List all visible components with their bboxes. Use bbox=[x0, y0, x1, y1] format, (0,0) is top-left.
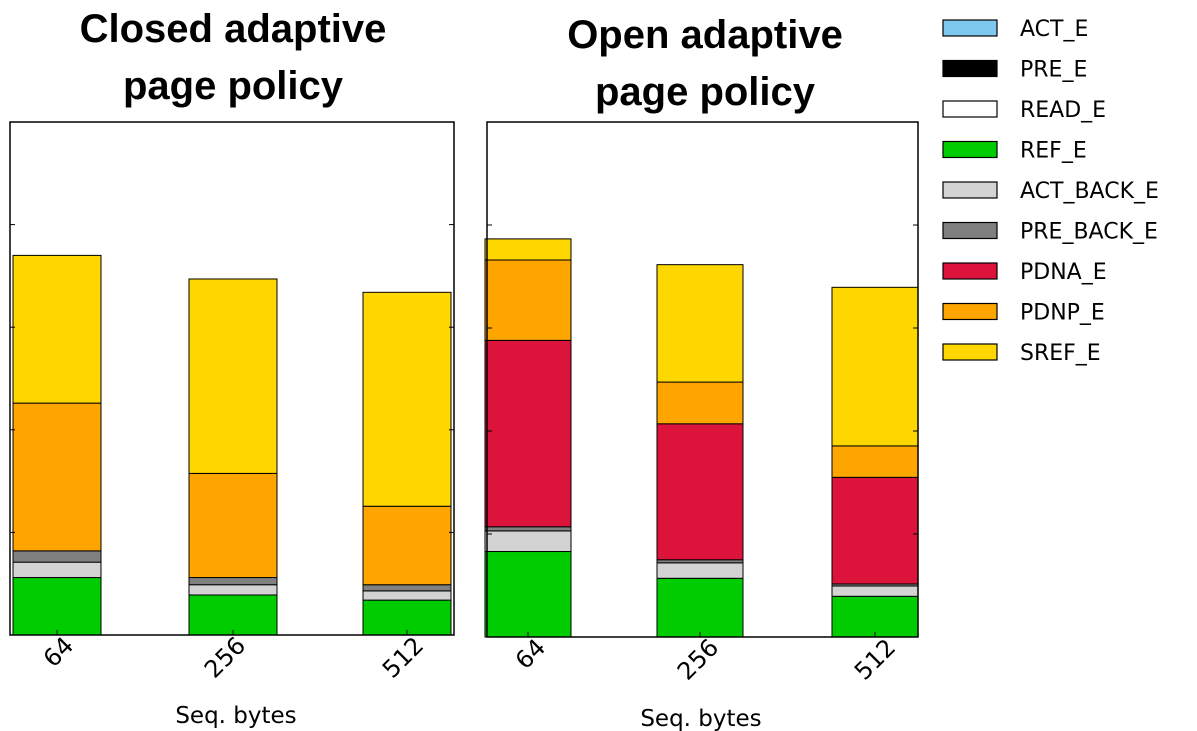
legend-swatch-pdna-e bbox=[942, 262, 998, 280]
legend-label-read-e: READ_E bbox=[1020, 98, 1106, 123]
legend-label-pre-back-e: PRE_BACK_E bbox=[1020, 220, 1158, 245]
right-chart-bar-64-ref-e bbox=[484, 551, 572, 638]
legend-entry-act-e: ACT_E bbox=[942, 17, 1088, 42]
right-chart-title-line-2: page policy bbox=[595, 70, 816, 114]
right-chart-x-tick-label-256: 256 bbox=[672, 633, 724, 685]
right-chart-bar-256-pdna-e bbox=[656, 423, 744, 561]
left-chart-x-axis-label: Seq. bytes bbox=[175, 703, 296, 729]
right-chart-bar-512-ref-e bbox=[831, 595, 919, 638]
left-chart-frame bbox=[9, 121, 455, 636]
left-chart-bar-64-pre-back-e bbox=[12, 550, 102, 563]
right-chart-x-tick-label-64: 64 bbox=[510, 633, 551, 674]
left-chart-x-tick-label-512: 512 bbox=[377, 631, 429, 683]
right-chart-bar-256-ref-e bbox=[656, 577, 744, 638]
legend-label-ref-e: REF_E bbox=[1020, 139, 1087, 164]
left-chart-bar-512-pdnp-e bbox=[362, 505, 452, 586]
legend-entry-read-e: READ_E bbox=[942, 98, 1106, 123]
left-chart-title-line-1: Closed adaptive bbox=[80, 7, 387, 51]
legend-entry-pre-e: PRE_E bbox=[942, 58, 1087, 83]
left-chart-bar-256-ref-e bbox=[188, 594, 278, 636]
right-chart-frame bbox=[486, 121, 919, 638]
left-chart: 64 256 512 Seq. bytes bbox=[9, 121, 455, 729]
right-chart: 64 256 512 Seq. bytes bbox=[484, 121, 919, 731]
legend-entry-act-back-e: ACT_BACK_E bbox=[942, 179, 1159, 204]
left-chart-bar-512-act-back-e bbox=[362, 590, 452, 601]
legend-label-pdna-e: PDNA_E bbox=[1020, 260, 1107, 285]
right-chart-bar-512-act-back-e bbox=[831, 585, 919, 597]
legend-label-act-e: ACT_E bbox=[1020, 17, 1088, 42]
left-chart-title-line-2: page policy bbox=[123, 64, 344, 108]
left-chart-bar-64-pdnp-e bbox=[12, 402, 102, 552]
right-chart-x-ticks: 64 256 512 bbox=[510, 633, 901, 685]
right-chart-bar-512-pdna-e bbox=[831, 476, 919, 585]
legend-label-act-back-e: ACT_BACK_E bbox=[1020, 179, 1159, 204]
right-chart-bar-256-act-back-e bbox=[656, 562, 744, 579]
right-chart-axes-box bbox=[486, 121, 919, 638]
legend-entry-sref-e: SREF_E bbox=[942, 341, 1101, 366]
legend-entry-ref-e: REF_E bbox=[942, 139, 1087, 164]
legend-label-pre-e: PRE_E bbox=[1020, 58, 1087, 83]
legend-swatch-pre-e bbox=[942, 59, 998, 78]
right-chart-bar-256-pdnp-e bbox=[656, 381, 744, 425]
legend-swatch-act-e bbox=[942, 19, 998, 37]
left-chart-bar-512-sref-e bbox=[362, 291, 452, 507]
right-chart-bar-64-sref-e bbox=[484, 238, 572, 261]
legend-label-sref-e: SREF_E bbox=[1020, 341, 1101, 366]
legend: ACT_E PRE_E READ_E REF_E ACT_BACK_E PRE_BACK_… bbox=[942, 17, 1159, 366]
left-chart-axes-box bbox=[9, 121, 455, 636]
legend-entry-pdna-e: PDNA_E bbox=[942, 260, 1107, 285]
left-chart-bar-512-ref-e bbox=[362, 599, 452, 636]
left-chart-x-ticks: 64 256 512 bbox=[38, 631, 429, 683]
legend-entry-pre-back-e: PRE_BACK_E bbox=[942, 220, 1158, 245]
legend-swatch-sref-e bbox=[942, 343, 998, 361]
legend-swatch-act-back-e bbox=[942, 181, 998, 199]
legend-swatch-read-e bbox=[942, 100, 998, 118]
legend-swatch-pdnp-e bbox=[942, 302, 998, 321]
right-chart-x-axis-label: Seq. bytes bbox=[640, 706, 761, 731]
left-chart-bar-512-pre-back-e bbox=[362, 584, 452, 592]
right-chart-bar-64-pdnp-e bbox=[484, 259, 572, 341]
right-chart-bar-64-pdna-e bbox=[484, 339, 572, 528]
left-chart-x-tick-label-64: 64 bbox=[38, 631, 79, 672]
legend-label-pdnp-e: PDNP_E bbox=[1020, 301, 1105, 326]
left-chart-bar-256-pdnp-e bbox=[188, 472, 278, 579]
left-chart-bar-64-sref-e bbox=[12, 254, 102, 404]
legend-swatch-ref-e bbox=[942, 140, 998, 159]
legend-swatch-pre-back-e bbox=[942, 221, 998, 240]
left-chart-bar-256-sref-e bbox=[188, 278, 278, 474]
left-chart-bar-256-act-back-e bbox=[188, 584, 278, 596]
right-chart-bars bbox=[484, 238, 919, 638]
left-chart-bar-64-act-back-e bbox=[12, 561, 102, 579]
right-chart-bar-512-sref-e bbox=[831, 286, 919, 447]
left-chart-bar-256-pre-back-e bbox=[188, 577, 278, 586]
right-chart-bar-256-sref-e bbox=[656, 264, 744, 383]
left-chart-bars bbox=[12, 254, 452, 636]
legend-entry-pdnp-e: PDNP_E bbox=[942, 301, 1105, 326]
left-chart-x-tick-label-256: 256 bbox=[199, 631, 251, 683]
right-chart-title-line-1: Open adaptive bbox=[567, 13, 843, 57]
right-chart-bar-64-pre-back-e bbox=[484, 526, 572, 532]
left-chart-bar-64-ref-e bbox=[12, 577, 102, 636]
right-chart-x-tick-label-512: 512 bbox=[849, 633, 901, 685]
right-chart-bar-64-act-back-e bbox=[484, 530, 572, 553]
right-chart-bar-512-pdnp-e bbox=[831, 445, 919, 478]
